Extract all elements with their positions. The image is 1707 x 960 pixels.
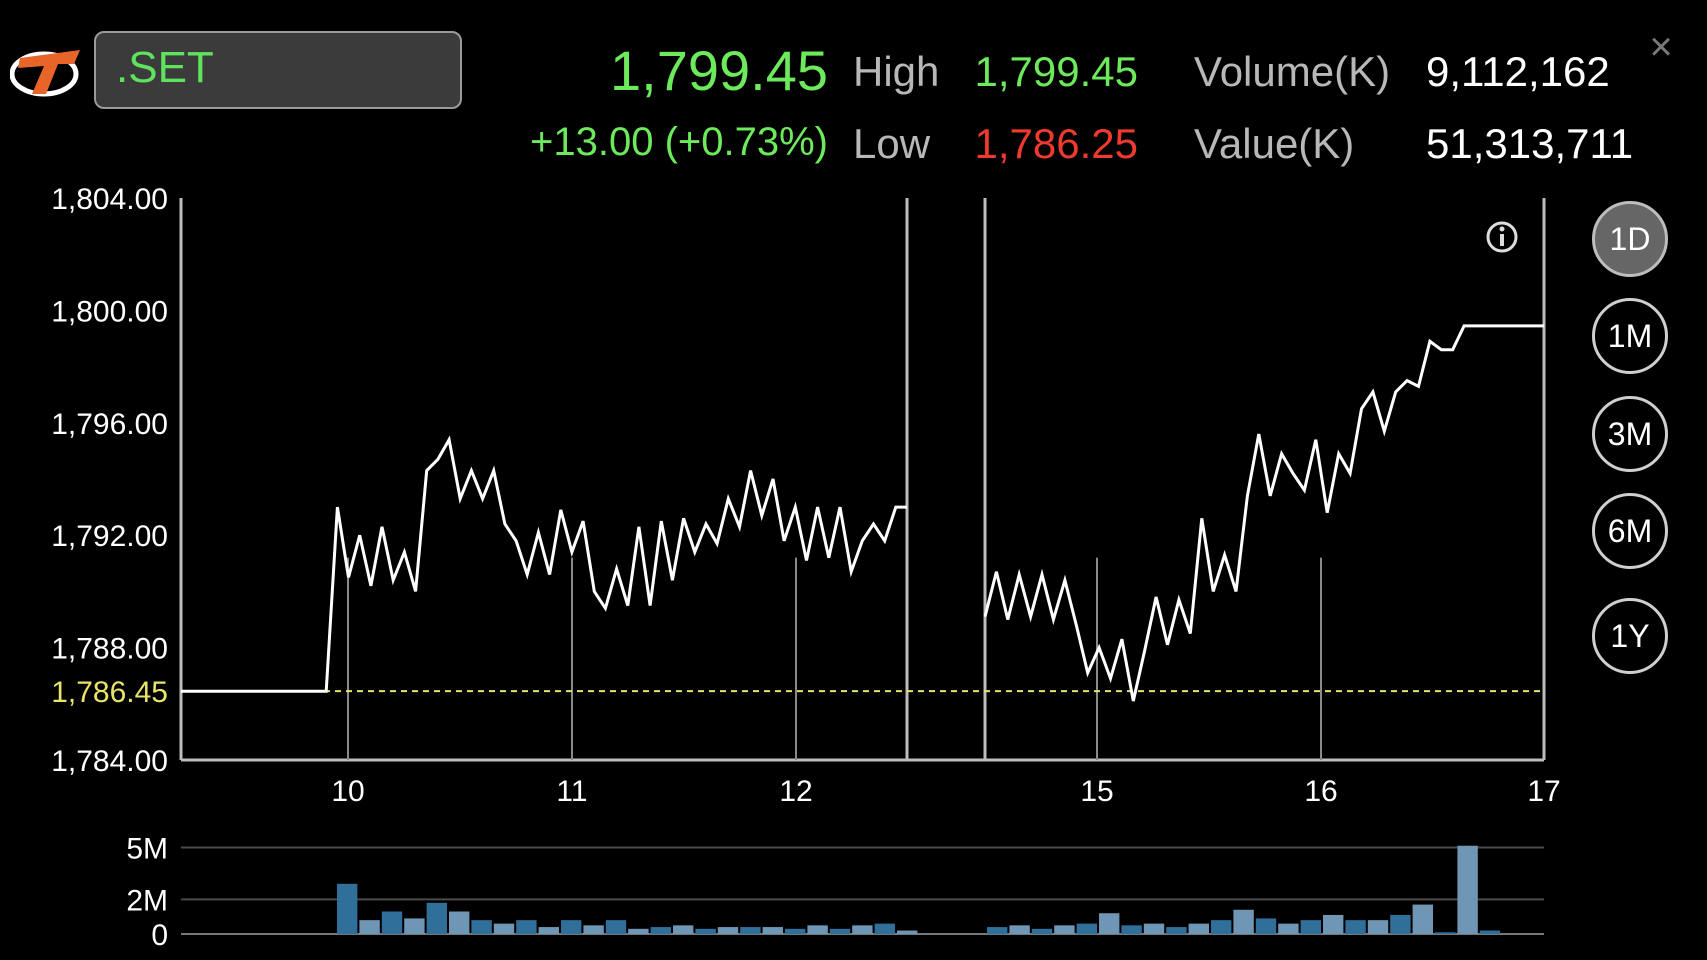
period-1y-button[interactable]: 1Y: [1592, 598, 1668, 674]
volume-bar: [1099, 913, 1120, 934]
period-3m-button[interactable]: 3M: [1592, 396, 1668, 472]
volume-bar: [1300, 920, 1321, 934]
reference-price-label: 1,786.45: [51, 676, 168, 709]
volume-y-tick-label: 5M: [126, 832, 168, 865]
y-tick-label: 1,784.00: [51, 745, 168, 778]
y-tick-label: 1,804.00: [51, 183, 168, 216]
volume-bar: [1031, 928, 1053, 934]
x-tick-label: 11: [556, 775, 587, 808]
volume-bar: [1390, 914, 1411, 934]
volume-bar: [404, 918, 425, 934]
high-label: High: [853, 48, 940, 95]
period-6m-button[interactable]: 6M: [1592, 493, 1668, 569]
y-tick-label: 1,792.00: [51, 520, 168, 553]
volume-bar: [628, 928, 649, 934]
y-tick-label: 1,800.00: [51, 295, 168, 328]
symbol-search-box[interactable]: .SET: [94, 31, 462, 109]
last-price: 1,799.45: [610, 39, 828, 102]
period-1d-button[interactable]: 1D: [1592, 201, 1668, 277]
volume-label: Volume(K): [1194, 48, 1391, 95]
volume-bar: [1278, 923, 1299, 934]
volume-bar: [1211, 920, 1232, 934]
y-tick-label: 1,796.00: [51, 408, 168, 441]
price-line-session-2: [983, 324, 1544, 702]
volume-bar: [1188, 923, 1209, 934]
volume-bar: [762, 927, 783, 934]
low-value: 1,786.25: [974, 120, 1139, 167]
volume-bar: [673, 925, 694, 934]
value-label: Value(K): [1194, 120, 1355, 167]
volume-bar: [874, 923, 895, 934]
price-change: +13.00 (+0.73%): [530, 120, 828, 164]
volume-bar: [1255, 918, 1277, 934]
volume-bar: [1412, 904, 1433, 934]
x-tick-label: 10: [331, 775, 364, 808]
volume-bar: [337, 883, 358, 934]
volume-bar: [807, 925, 828, 934]
volume-bar: [740, 927, 761, 934]
volume-bar: [1166, 927, 1187, 934]
value-value: 51,313,711: [1426, 120, 1634, 167]
volume-bar: [1323, 914, 1344, 934]
volume-value: 9,112,162: [1426, 48, 1610, 95]
period-1m-button[interactable]: 1M: [1592, 298, 1668, 374]
volume-bar: [516, 920, 537, 934]
x-tick-label: 17: [1527, 775, 1560, 808]
volume-bar: [605, 920, 627, 934]
volume-bar: [1121, 925, 1142, 934]
volume-bar: [359, 920, 380, 934]
volume-bar: [471, 920, 492, 934]
volume-bar: [987, 927, 1008, 934]
volume-bar: [1076, 923, 1097, 934]
volume-bar: [695, 928, 716, 934]
symbol-text: .SET: [116, 43, 214, 92]
volume-bar: [1345, 920, 1366, 934]
volume-bar: [897, 930, 918, 934]
high-value: 1,799.45: [974, 48, 1139, 95]
info-icon[interactable]: [1486, 221, 1518, 253]
volume-bar: [583, 925, 604, 934]
volume-bar: [449, 911, 470, 934]
volume-y-tick-label: 2M: [126, 884, 168, 917]
volume-bar: [426, 902, 447, 934]
broker-logo-icon: [10, 50, 80, 97]
y-tick-label: 1,788.00: [51, 633, 168, 666]
volume-bar: [1054, 925, 1075, 934]
volume-bar: [538, 927, 559, 934]
volume-bar: [493, 923, 515, 934]
volume-bar: [1479, 930, 1501, 934]
close-icon[interactable]: ×: [1649, 25, 1673, 69]
volume-bar: [1435, 932, 1456, 934]
volume-bar: [561, 920, 582, 934]
volume-bar: [1457, 845, 1478, 934]
volume-bar: [1367, 920, 1389, 934]
volume-bar: [1009, 925, 1030, 934]
volume-bar: [1233, 909, 1254, 934]
volume-bar: [650, 927, 671, 934]
x-tick-label: 16: [1304, 775, 1337, 808]
low-label: Low: [853, 120, 931, 167]
volume-bar: [1143, 923, 1165, 934]
volume-y-tick-label: 0: [151, 919, 168, 952]
volume-bar: [829, 928, 851, 934]
volume-bar: [381, 911, 403, 934]
x-tick-label: 12: [779, 775, 812, 808]
volume-bar: [852, 925, 873, 934]
volume-bar: [785, 928, 806, 934]
volume-bar: [717, 927, 739, 934]
x-tick-label: 15: [1080, 775, 1113, 808]
price-line-session-1: [181, 435, 907, 693]
